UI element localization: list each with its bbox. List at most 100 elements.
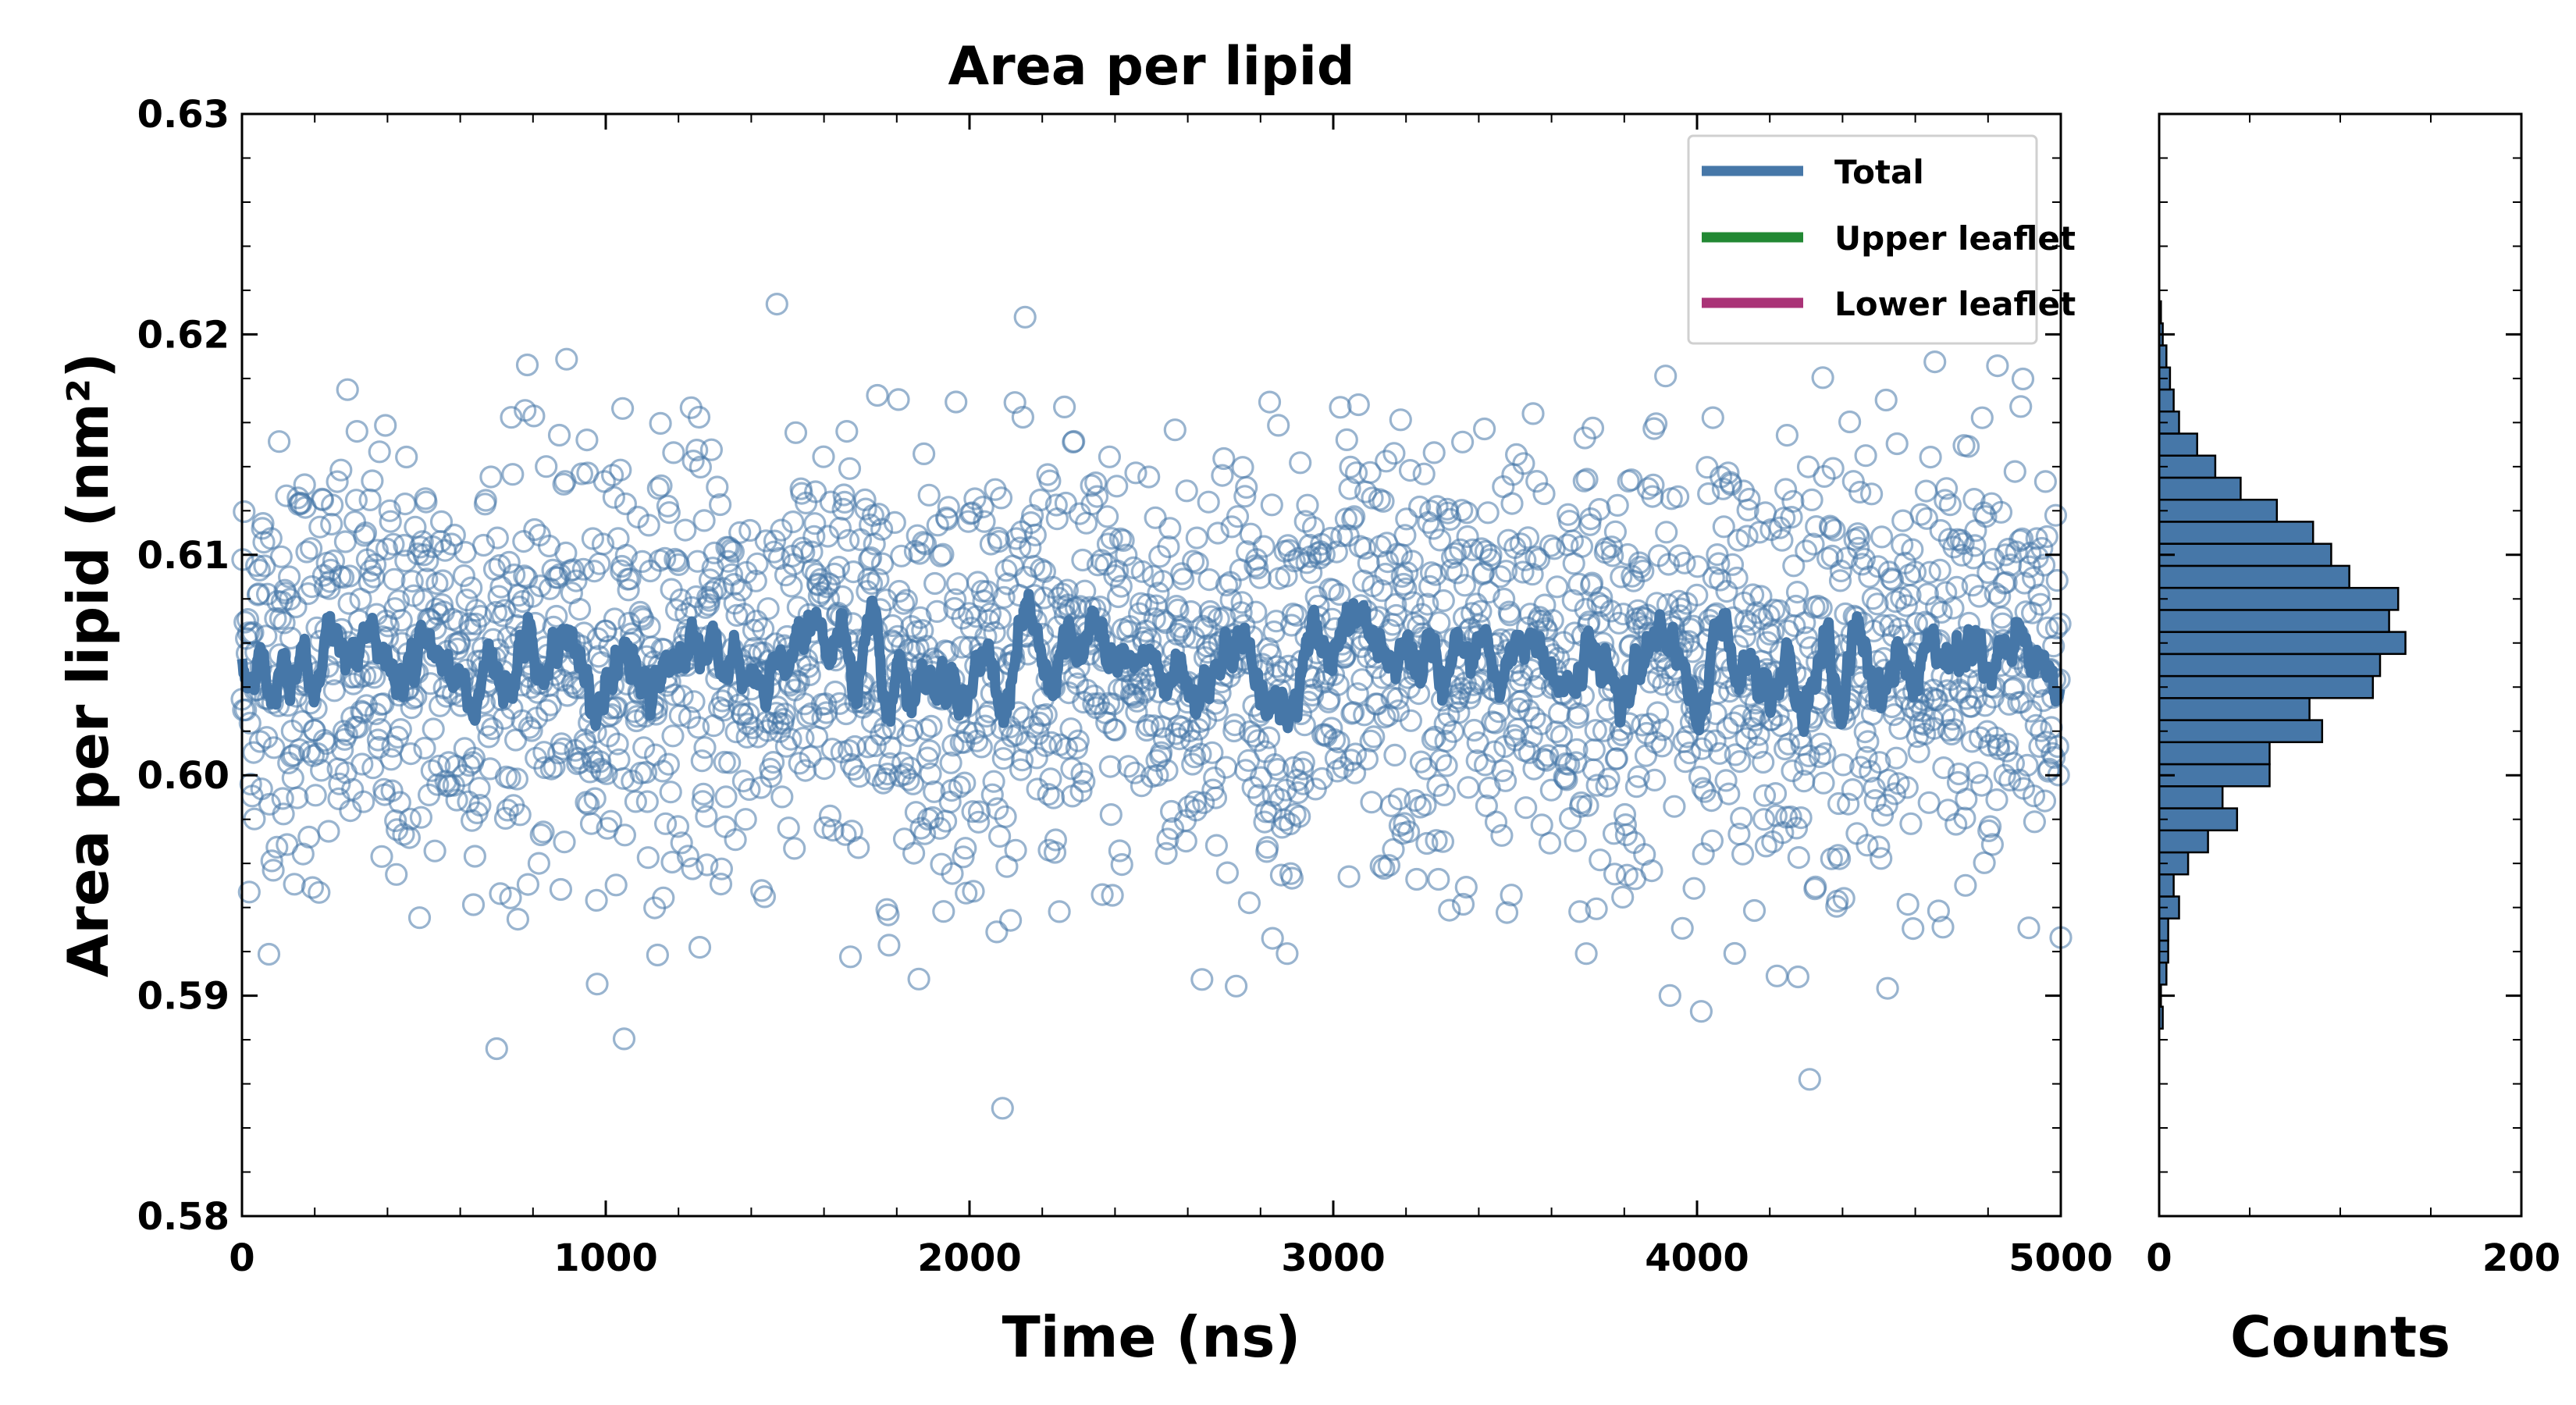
scatter-point bbox=[1044, 493, 1068, 517]
scatter-point bbox=[1233, 485, 1257, 508]
y-tick-label: 0.60 bbox=[137, 754, 229, 798]
scatter-point bbox=[1215, 573, 1239, 597]
histogram-bar bbox=[2158, 432, 2198, 457]
scatter-point bbox=[1841, 777, 1864, 802]
scatter-point bbox=[1186, 551, 1209, 575]
scatter-point bbox=[691, 790, 714, 813]
scatter-point bbox=[1494, 560, 1518, 583]
scatter-point bbox=[1490, 823, 1514, 847]
x-axis-label: Time (ns) bbox=[1002, 1304, 1301, 1370]
scatter-point bbox=[1223, 713, 1247, 737]
scatter-point bbox=[1069, 779, 1093, 803]
scatter-point bbox=[1355, 747, 1379, 771]
scatter-point bbox=[1993, 763, 2016, 787]
scatter-point bbox=[792, 540, 816, 564]
scatter-point bbox=[350, 699, 373, 723]
scatter-point bbox=[649, 411, 672, 436]
scatter-point bbox=[1781, 489, 1805, 513]
scatter-point bbox=[1258, 390, 1282, 414]
scatter-point bbox=[1955, 788, 1978, 811]
scatter-point bbox=[936, 640, 960, 663]
scatter-point bbox=[1327, 731, 1350, 754]
scatter-point bbox=[1109, 574, 1133, 598]
scatter-point bbox=[379, 510, 402, 533]
scatter-point bbox=[248, 730, 272, 753]
scatter-point bbox=[295, 540, 318, 564]
scatter-point bbox=[745, 552, 769, 575]
scatter-point bbox=[2002, 676, 2026, 699]
scatter-point bbox=[651, 759, 674, 783]
scatter-point bbox=[838, 457, 862, 480]
scatter-point bbox=[1372, 856, 1396, 880]
scatter-point bbox=[1742, 898, 1767, 923]
scatter-point bbox=[1986, 354, 2009, 378]
scatter-point bbox=[1854, 444, 1877, 468]
scatter-point bbox=[1500, 492, 1524, 515]
scatter-point bbox=[832, 483, 856, 507]
scatter-point bbox=[1073, 770, 1096, 793]
scatter-point bbox=[800, 540, 824, 564]
scatter-point bbox=[1096, 532, 1120, 556]
scatter-point bbox=[796, 655, 820, 678]
scatter-point bbox=[1359, 729, 1382, 752]
histogram-bar bbox=[2158, 564, 2350, 589]
scatter-point bbox=[1175, 479, 1198, 503]
scatter-point bbox=[1738, 487, 1761, 511]
scatter-point bbox=[1009, 758, 1033, 781]
scatter-point bbox=[835, 419, 859, 443]
scatter-point bbox=[345, 419, 368, 443]
scatter-point bbox=[1072, 690, 1095, 714]
scatter-point bbox=[1101, 884, 1124, 907]
scatter-point bbox=[1856, 730, 1880, 753]
scatter-point bbox=[452, 564, 476, 588]
scatter-point bbox=[1147, 582, 1170, 605]
scatter-point bbox=[738, 518, 762, 542]
scatter-point bbox=[1831, 753, 1855, 777]
scatter-point bbox=[1998, 692, 2021, 716]
scatter-point bbox=[1280, 866, 1304, 890]
scatter-point bbox=[1101, 692, 1125, 716]
scatter-point bbox=[272, 802, 295, 826]
scatter-point bbox=[659, 781, 682, 804]
scatter-point bbox=[1375, 450, 1398, 473]
scatter-point bbox=[1985, 788, 2008, 812]
scatter-point bbox=[1370, 579, 1393, 603]
scatter-point bbox=[535, 455, 558, 478]
scatter-point bbox=[913, 532, 938, 556]
scatter-point bbox=[1808, 745, 1831, 769]
scatter-point bbox=[674, 518, 697, 542]
scatter-point bbox=[1720, 553, 1745, 576]
scatter-point bbox=[925, 599, 949, 624]
scatter-point bbox=[991, 1097, 1014, 1120]
histogram-bar bbox=[2158, 829, 2209, 854]
histogram-bar bbox=[2158, 873, 2175, 898]
scatter-point bbox=[1260, 493, 1283, 517]
scatter-point bbox=[1154, 611, 1177, 635]
scatter-point bbox=[233, 500, 256, 524]
scatter-point bbox=[2023, 810, 2046, 834]
scatter-point bbox=[1707, 552, 1731, 575]
scatter-point bbox=[919, 762, 942, 786]
scatter-point bbox=[812, 445, 835, 468]
scatter-point bbox=[269, 606, 292, 631]
scatter-point bbox=[2043, 745, 2066, 770]
scatter-point bbox=[932, 900, 955, 923]
scatter-point bbox=[1215, 861, 1240, 884]
scatter-point bbox=[265, 835, 289, 859]
scatter-point bbox=[1476, 501, 1500, 525]
scatter-point bbox=[1137, 713, 1160, 738]
scatter-point bbox=[1384, 592, 1407, 617]
scatter-point bbox=[1155, 759, 1179, 782]
scatter-point bbox=[653, 546, 677, 570]
scatter-point bbox=[1902, 916, 1925, 941]
scatter-point bbox=[1155, 841, 1178, 866]
scatter-point bbox=[1689, 1000, 1713, 1023]
scatter-point bbox=[780, 574, 803, 598]
scatter-point bbox=[1493, 769, 1517, 792]
scatter-point bbox=[1009, 536, 1032, 560]
scatter-point bbox=[1156, 827, 1179, 851]
scatter-point bbox=[1011, 405, 1035, 429]
scatter-point bbox=[361, 469, 384, 493]
scatter-point bbox=[1663, 795, 1686, 818]
scatter-point bbox=[365, 539, 389, 562]
